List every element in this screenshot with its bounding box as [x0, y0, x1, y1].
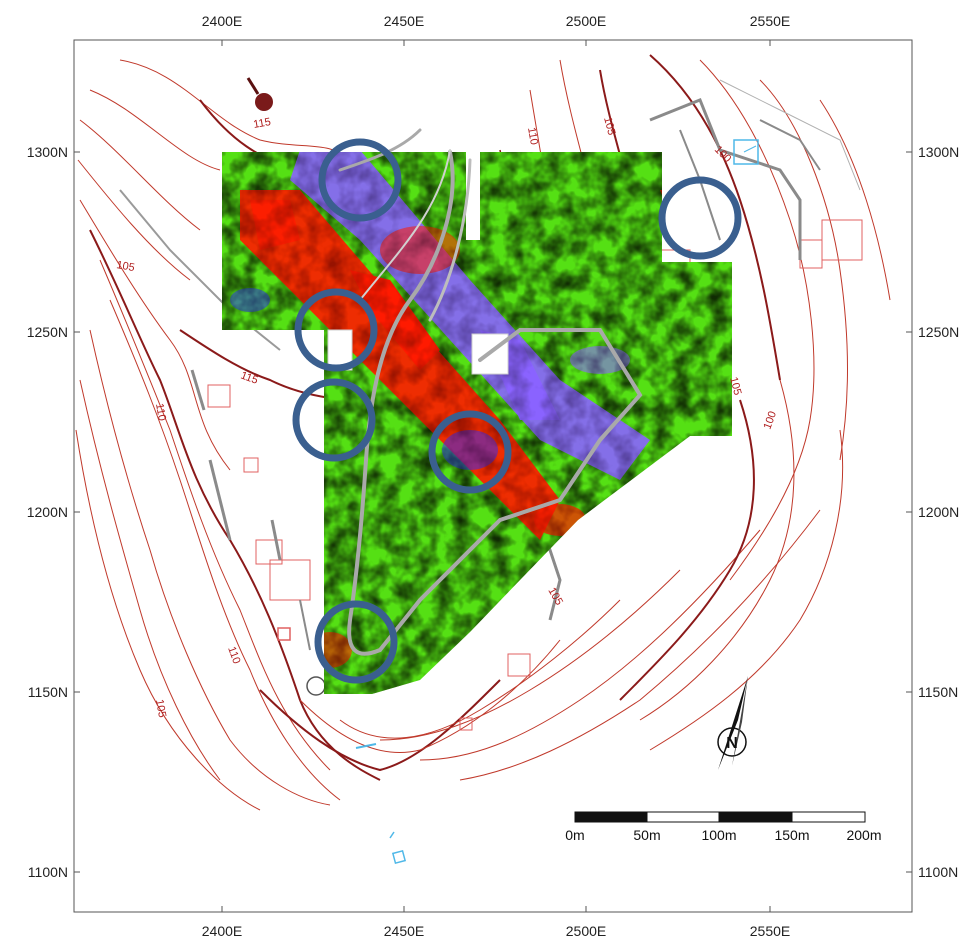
scale-label: 0m	[565, 827, 584, 843]
contour-label: 100	[762, 410, 780, 431]
scale-label: 150m	[774, 827, 809, 843]
y-axis-labels-left: 1300N 1250N 1200N 1150N 1100N	[27, 144, 68, 880]
y-tick-label: 1100N	[918, 864, 958, 880]
x-tick-label: 2550E	[750, 923, 790, 939]
y-tick-label: 1100N	[28, 864, 68, 880]
x-tick-label: 2500E	[566, 923, 606, 939]
anomaly-circle	[314, 600, 398, 684]
x-tick-label: 2550E	[750, 13, 790, 29]
contour-lines	[75, 54, 891, 811]
y-tick-label: 1150N	[918, 684, 958, 700]
anomaly-circle	[428, 410, 512, 494]
x-tick-label: 2400E	[202, 923, 242, 939]
y-tick-label: 1150N	[28, 684, 68, 700]
anomaly-circle	[318, 138, 402, 222]
contour-label: 105	[153, 698, 168, 718]
scale-bar: 0m 50m 100m 150m 200m	[565, 811, 882, 843]
y-tick-label: 1200N	[918, 504, 959, 520]
y-tick-label: 1250N	[918, 324, 959, 340]
anomaly-circles	[292, 138, 742, 684]
scale-label: 100m	[701, 827, 736, 843]
anomaly-circle	[294, 288, 378, 372]
x-axis-labels-bottom: 2400E 2450E 2500E 2550E	[202, 923, 790, 939]
contour-label: 115	[252, 116, 271, 131]
x-tick-label: 2450E	[384, 923, 424, 939]
y-axis-ticks	[74, 151, 912, 873]
x-axis-ticks	[221, 40, 771, 912]
anomaly-circle	[658, 176, 742, 260]
contour-label: 115	[239, 370, 260, 387]
svg-text:N: N	[726, 735, 738, 752]
contour-label: 110	[153, 402, 168, 421]
y-tick-label: 1300N	[918, 144, 959, 160]
y-tick-label: 1300N	[27, 144, 68, 160]
contour-labels: 115 110 105 100 115 110 105 100 105 110 …	[115, 116, 779, 719]
scale-label: 200m	[846, 827, 881, 843]
scale-label: 50m	[633, 827, 660, 843]
x-tick-label: 2500E	[566, 13, 606, 29]
x-tick-label: 2400E	[202, 13, 242, 29]
contour-label: 105	[727, 376, 743, 397]
anomaly-circle	[292, 378, 376, 462]
x-tick-label: 2450E	[384, 13, 424, 29]
contour-label: 110	[525, 126, 540, 145]
north-arrow-icon: N	[717, 676, 748, 770]
y-tick-label: 1200N	[27, 504, 68, 520]
x-axis-labels-top: 2400E 2450E 2500E 2550E	[202, 13, 790, 29]
contour-label: 110	[225, 645, 242, 666]
contour-label: 105	[115, 259, 135, 274]
y-tick-label: 1250N	[27, 324, 68, 340]
contour-label: 105	[601, 116, 617, 137]
y-axis-labels-right: 1300N 1250N 1200N 1150N 1100N	[918, 144, 959, 880]
